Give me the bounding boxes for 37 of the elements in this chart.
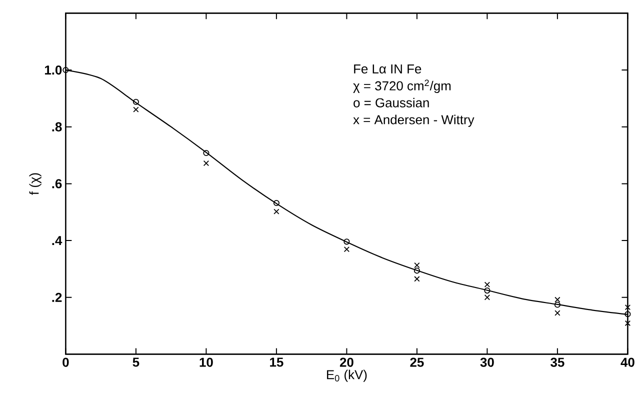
x-tick-label: 20 [340,358,354,367]
point [484,288,490,294]
point [203,160,210,166]
y-tick-label: .6 [52,179,62,188]
point [624,304,631,310]
x-tick-label: 10 [200,358,213,367]
point [133,106,139,112]
x-tick-label: 30 [480,358,494,367]
point [273,200,280,206]
point [414,268,420,274]
point [554,310,560,316]
x-tick-label: 25 [410,358,424,367]
point [414,276,420,282]
point [203,150,210,156]
annotation: o = Gaussian [354,98,429,108]
point [274,208,280,214]
point [344,246,350,252]
y-tick-label: .2 [52,292,62,302]
point [484,282,490,288]
x-tick-label: 5 [132,358,140,367]
x-tick-label: 40 [620,358,634,367]
point [484,294,490,300]
x-tick-label: 15 [270,358,284,367]
point [132,98,139,105]
annotation: Fe Lα IN Fe [354,64,422,74]
y-axis-title: f (χ) [29,173,42,195]
point [344,238,350,245]
x-axis-title: E$_{0}$ (kV) [327,370,367,382]
x-tick-label: 35 [550,358,564,367]
point [414,262,420,268]
x-tick-label: 0 [62,358,69,367]
point [624,320,631,326]
y-tick-label: 1.0 [44,65,62,75]
y-tick-label: .8 [52,122,62,132]
annotation: x = Andersen - Wittry [353,114,474,127]
annotation: χ = 3720 cm$^{2}$/gm [353,80,451,93]
y-tick-label: .4 [52,236,62,245]
